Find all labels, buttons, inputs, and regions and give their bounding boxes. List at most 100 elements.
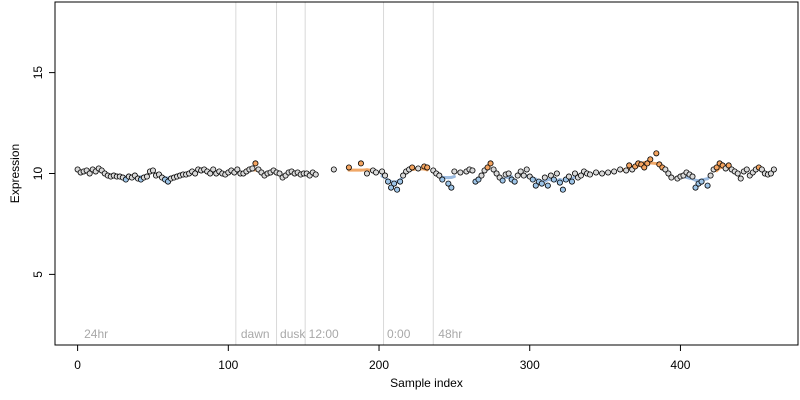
data-point-182: [713, 164, 720, 171]
data-point-59: [252, 160, 259, 167]
data-point-151: [599, 170, 606, 177]
data-point-197: [758, 166, 765, 173]
data-point-127: [520, 172, 527, 179]
x-axis: 0 100 200 300 400: [74, 345, 691, 372]
data-point-45: [210, 166, 217, 173]
x-tick-label-0: 0: [74, 358, 81, 372]
data-point-176: [692, 184, 699, 191]
data-point-113: [478, 172, 485, 179]
data-point-93: [400, 172, 407, 179]
data-point-96: [409, 164, 416, 171]
data-point-83: [363, 170, 370, 177]
data-point-156: [626, 162, 633, 169]
data-point-126: [517, 168, 524, 175]
data-point-99: [424, 164, 431, 171]
data-point-153: [611, 168, 618, 175]
data-point-102: [436, 172, 443, 179]
data-point-143: [568, 178, 575, 185]
data-point-39: [192, 170, 199, 177]
data-point-149: [587, 171, 594, 178]
x-tick-label-1: 100: [218, 358, 238, 372]
data-point-131: [532, 182, 539, 189]
data-point-152: [605, 169, 612, 176]
data-point-80: [330, 166, 337, 173]
data-point-137: [550, 176, 557, 183]
data-point-91: [394, 186, 401, 193]
x-tick-label-2: 200: [369, 358, 389, 372]
data-point-122: [505, 170, 512, 177]
annotation-4: 0:00: [387, 327, 411, 341]
data-point-58: [249, 165, 256, 172]
data-point-117: [490, 166, 497, 173]
data-point-161: [641, 164, 648, 171]
data-point-163: [647, 156, 654, 163]
data-point-144: [571, 170, 578, 177]
y-tick-label-2: 15: [31, 66, 45, 80]
data-point-136: [547, 172, 554, 179]
data-point-186: [725, 162, 732, 169]
data-point-88: [385, 178, 392, 185]
x-tick-label-4: 400: [670, 358, 690, 372]
data-point-82: [357, 160, 364, 167]
data-point-179: [704, 182, 711, 189]
data-point-201: [770, 166, 777, 173]
y-tick-label-0: 5: [31, 271, 45, 278]
data-point-103: [439, 176, 446, 183]
data-point-175: [689, 173, 696, 180]
data-point-89: [388, 184, 395, 191]
data-point-164: [653, 150, 660, 157]
annotation-2: dusk: [280, 327, 306, 341]
data-point-87: [382, 172, 389, 179]
data-point-90: [391, 180, 398, 187]
data-point-92: [397, 178, 404, 185]
annotations: 24hr dawn dusk 12:00 0:00 48hr: [84, 327, 462, 341]
data-point-154: [617, 166, 624, 173]
data-point-168: [665, 170, 672, 177]
data-point-106: [451, 168, 458, 175]
data-point-128: [523, 166, 530, 173]
data-point-81: [345, 164, 352, 171]
data-point-23: [143, 173, 150, 180]
annotation-1: dawn: [241, 327, 270, 341]
data-point-135: [544, 182, 551, 189]
data-point-107: [457, 169, 464, 176]
data-point-4: [86, 170, 93, 177]
data-point-192: [743, 166, 750, 173]
data-point-118: [493, 170, 500, 177]
data-point-97: [415, 165, 422, 172]
data-point-112: [475, 176, 482, 183]
data-point-155: [623, 167, 630, 174]
data-point-162: [644, 160, 651, 167]
data-point-146: [577, 172, 584, 179]
data-point-25: [149, 167, 156, 174]
data-point-124: [511, 178, 518, 185]
data-point-85: [373, 169, 380, 176]
data-point-44: [207, 170, 214, 177]
data-point-139: [556, 179, 563, 186]
data-point-86: [379, 168, 386, 175]
data-point-189: [734, 170, 741, 177]
y-axis-label: Expression: [8, 144, 22, 203]
y-axis: 5 10 15: [31, 66, 55, 278]
data-point-150: [593, 169, 600, 176]
data-point-140: [559, 186, 566, 193]
data-point-130: [529, 176, 536, 183]
data-points: [74, 150, 777, 193]
data-point-110: [469, 167, 476, 174]
annotation-5: 48hr: [438, 327, 462, 341]
data-point-169: [668, 174, 675, 181]
smooth-segment-105: [449, 175, 456, 179]
data-point-142: [565, 173, 572, 180]
data-point-53: [234, 166, 241, 173]
x-axis-label: Sample index: [390, 376, 463, 390]
data-point-138: [553, 170, 560, 177]
data-point-104: [445, 180, 452, 187]
data-point-67: [276, 170, 283, 177]
data-point-180: [707, 172, 714, 179]
data-point-116: [487, 160, 494, 167]
data-point-190: [737, 175, 744, 182]
data-point-167: [662, 166, 669, 173]
data-point-105: [448, 184, 455, 191]
